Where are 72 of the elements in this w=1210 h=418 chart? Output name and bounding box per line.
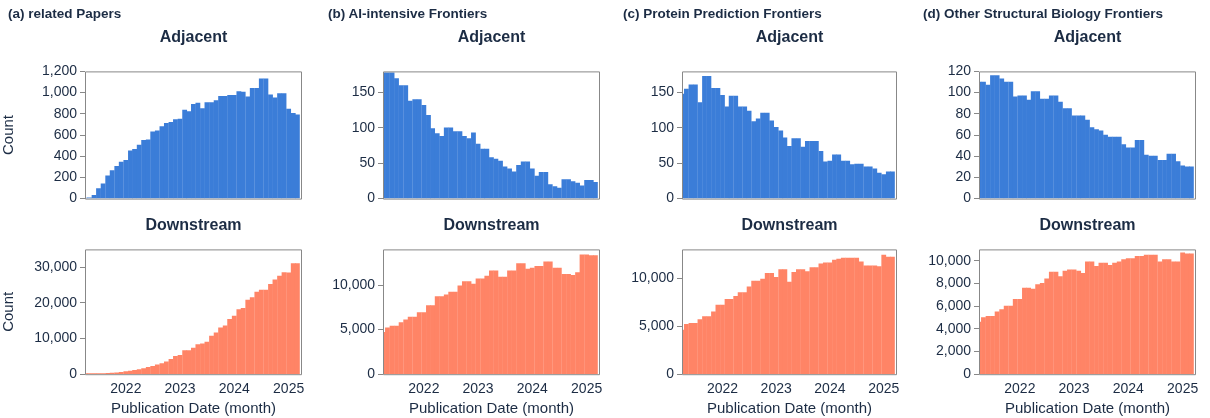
x-tick-label: 2022: [1004, 380, 1036, 397]
y-tick-label: 0: [963, 189, 972, 206]
x-tick-label: 2023: [760, 380, 792, 397]
y-tick-label: 100: [650, 118, 675, 135]
y-tick-label: 20: [955, 168, 972, 185]
x-tick-label: 2025: [273, 380, 305, 397]
y-tick-label: 2,000: [935, 342, 972, 359]
y-tick-label: 8,000: [935, 274, 972, 291]
x-tick-label: 2025: [571, 380, 603, 397]
x-axis-title: Publication Date (month): [110, 399, 277, 417]
y-tick-label: 600: [53, 125, 78, 142]
chart-subtitle: Adjacent: [754, 28, 825, 46]
y-tick-label: 100: [351, 118, 376, 135]
y-tick-label: 1,000: [41, 83, 78, 100]
y-tick-label: 800: [53, 104, 78, 121]
chart-title: (c) Protein Prediction Frontiers: [623, 6, 822, 21]
y-tick-label: 80: [955, 104, 972, 121]
y-axis-title: Count: [0, 290, 17, 332]
y-tick-label: 400: [53, 147, 78, 164]
x-axis-title: Publication Date (month): [408, 399, 575, 417]
x-tick-label: 2023: [164, 380, 196, 397]
x-tick-label: 2023: [462, 380, 494, 397]
y-tick-label: 60: [955, 125, 972, 142]
y-tick-label: 50: [658, 154, 675, 171]
chart-subtitle: Adjacent: [1052, 28, 1123, 46]
y-tick-label: 150: [351, 83, 376, 100]
x-tick-label: 2022: [408, 380, 440, 397]
y-tick-label: 120: [947, 62, 972, 79]
chart-subtitle: Adjacent: [456, 28, 527, 46]
x-tick-label: 2022: [706, 380, 739, 397]
y-tick-label: 0: [69, 365, 78, 382]
y-tick-label: 100: [947, 83, 972, 100]
y-tick-label: 5,000: [339, 320, 376, 337]
y-tick-label: 200: [53, 168, 78, 185]
x-axis-title: Publication Date (month): [1004, 399, 1171, 417]
x-tick-label: 2023: [1058, 380, 1090, 397]
y-tick-label: 10,000: [928, 251, 972, 268]
chart-title: Downstream: [740, 216, 839, 234]
x-tick-label: 2022: [110, 380, 142, 397]
y-tick-label: 10,000: [34, 329, 78, 346]
y-tick-label: 4,000: [935, 319, 972, 336]
y-tick-label: 0: [367, 365, 376, 382]
y-tick-label: 10,000: [631, 269, 675, 286]
x-tick-label: 2024: [218, 380, 251, 397]
x-tick-label: 2024: [1112, 380, 1145, 397]
x-tick-label: 2025: [868, 380, 900, 397]
y-tick-label: 20,000: [34, 293, 78, 310]
y-tick-label: 5,000: [638, 317, 675, 334]
y-tick-label: 30,000: [34, 258, 78, 275]
x-tick-label: 2024: [814, 380, 846, 397]
y-tick-label: 10,000: [332, 275, 376, 292]
chart-title: Downstream: [1038, 216, 1137, 234]
chart-title: (a) related Papers: [8, 6, 122, 21]
chart-title: (d) Other Structural Biology Frontiers: [923, 6, 1164, 21]
y-tick-label: 40: [955, 147, 972, 164]
y-tick-label: 0: [666, 189, 675, 206]
y-tick-label: 0: [69, 189, 78, 206]
y-tick-label: 1,200: [41, 62, 78, 79]
y-tick-label: 0: [367, 189, 376, 206]
chart-title: (b) AI-intensive Frontiers: [328, 6, 488, 21]
y-tick-label: 50: [359, 154, 376, 171]
y-tick-label: 0: [963, 365, 972, 382]
chart-subtitle: Adjacent: [158, 28, 229, 46]
chart-title: Downstream: [144, 216, 243, 234]
y-tick-label: 0: [666, 365, 675, 382]
y-tick-label: 6,000: [935, 296, 972, 313]
x-tick-label: 2025: [1167, 380, 1199, 397]
y-axis-title: Count: [0, 114, 17, 156]
chart-title: Downstream: [442, 216, 541, 234]
x-axis-title: Publication Date (month): [706, 399, 873, 417]
y-tick-label: 150: [650, 83, 675, 100]
x-tick-label: 2024: [516, 380, 549, 397]
